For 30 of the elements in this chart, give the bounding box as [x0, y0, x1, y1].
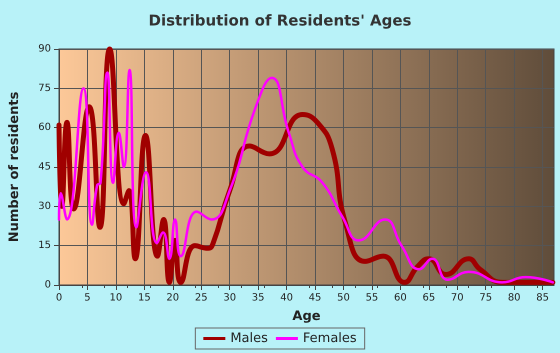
- y-tick-label: 75: [38, 82, 51, 94]
- x-axis-title: Age: [292, 309, 321, 324]
- x-tick-label: 80: [508, 292, 521, 304]
- x-tick-label: 20: [166, 292, 180, 304]
- x-tick-label: 30: [223, 292, 236, 304]
- x-tick-label: 10: [110, 292, 122, 304]
- x-tick-label: 55: [366, 292, 378, 304]
- y-tick-label: 15: [38, 240, 51, 252]
- y-tick-label: 30: [38, 200, 51, 212]
- y-axis-title: Number of residents: [7, 91, 22, 242]
- x-tick-label: 75: [479, 292, 492, 304]
- legend-label: Females: [302, 331, 357, 346]
- x-tick-label: 50: [337, 292, 350, 304]
- x-tick-label: 60: [394, 292, 407, 304]
- x-tick-label: 35: [252, 292, 265, 304]
- x-tick-label: 45: [308, 292, 322, 304]
- y-tick-label: 90: [38, 44, 51, 54]
- y-tick-label: 45: [38, 162, 51, 172]
- chart-title: Distribution of Residents' Ages: [148, 12, 412, 30]
- x-tick-label: 0: [56, 292, 62, 304]
- x-tick-label: 70: [450, 292, 464, 304]
- x-tick-label: 85: [536, 292, 549, 304]
- x-tick-label: 25: [194, 292, 208, 304]
- y-tick-label: 60: [38, 122, 51, 134]
- x-tick-label: 15: [138, 292, 151, 304]
- legend-label: Males: [230, 331, 268, 346]
- x-tick-label: 65: [422, 292, 436, 304]
- x-tick-label: 5: [84, 292, 91, 304]
- x-tick-label: 40: [280, 292, 293, 304]
- y-tick-label: 0: [44, 280, 51, 290]
